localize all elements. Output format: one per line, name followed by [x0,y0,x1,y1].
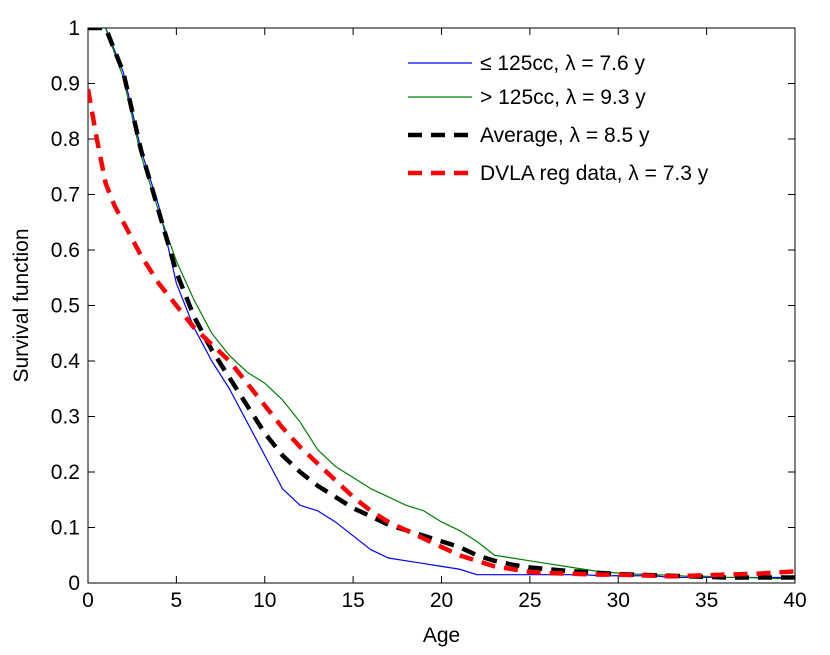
y-tick-label: 0.4 [51,350,81,373]
series-line-3 [88,88,795,579]
x-tick-label: 20 [430,589,453,612]
x-tick-label: 10 [253,589,276,612]
x-tick-label: 30 [607,589,630,612]
legend: ≤ 125cc, λ = 7.6 y > 125cc, λ = 9.3 y Aver… [408,52,709,185]
legend-label-2: Average, λ = 8.5 y [480,124,650,147]
y-tick-label: 0.7 [51,184,80,207]
y-axis-label: Survival function [10,228,33,382]
axis-tick-labels: 0 5 10 15 20 25 30 35 40 0 0.1 0.2 0.3 0.4 0.5 0.6 0.7 0.… [51,17,807,612]
legend-label-1: > 125cc, λ = 9.3 y [480,86,646,109]
x-tick-label: 0 [82,589,94,612]
y-tick-label: 0 [68,572,80,595]
series-layer [88,28,795,580]
x-tick-label: 15 [341,589,364,612]
x-tick-label: 40 [783,589,806,612]
legend-label-0: ≤ 125cc, λ = 7.6 y [480,52,646,75]
plot-area [87,27,796,584]
legend-label-3: DVLA reg data, λ = 7.3 y [480,162,709,185]
x-tick-label: 35 [695,589,718,612]
y-tick-label: 0.9 [51,73,80,96]
x-axis-label: Age [423,624,460,647]
y-tick-label: 0.6 [51,239,80,262]
x-tick-label: 25 [518,589,541,612]
y-tick-label: 1 [68,17,80,40]
y-tick-label: 0.2 [51,461,80,484]
y-tick-label: 0.1 [51,517,80,540]
y-tick-label: 0.8 [51,128,80,151]
y-tick-label: 0.5 [51,295,80,318]
y-tick-label: 0.3 [51,406,80,429]
axes-frame [87,27,796,584]
x-tick-label: 5 [171,589,183,612]
